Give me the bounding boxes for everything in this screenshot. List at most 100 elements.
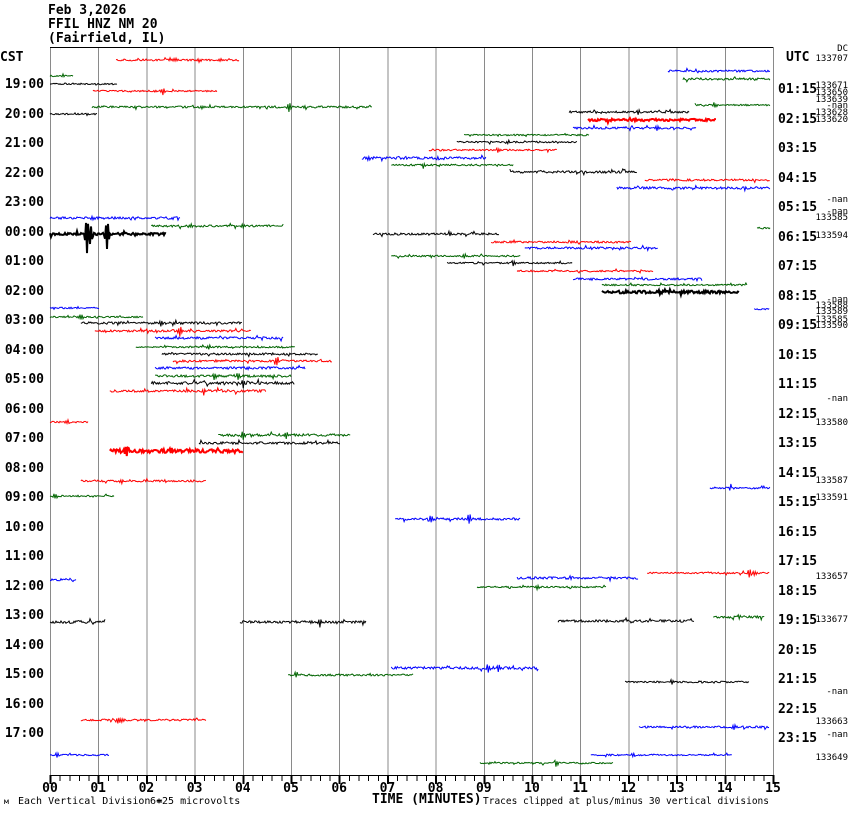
x-axis-tick-label: 06 [331, 781, 348, 796]
cst-time-label: 14:00 [4, 637, 44, 653]
trace-segment [150, 222, 284, 230]
right-axis-label: UTC [786, 50, 810, 65]
trace-segment [49, 577, 77, 583]
utc-time-label: 14:15 [778, 465, 818, 481]
trace-segment [391, 161, 514, 169]
utc-time-label: 20:15 [778, 642, 818, 658]
dc-offset-annotation: 133663 [815, 717, 848, 727]
cst-time-label: 00:00 [4, 224, 44, 240]
utc-time-label: 06:15 [778, 229, 818, 245]
trace-segment [644, 178, 770, 184]
header-station: FFIL HNZ NM 20 [48, 17, 158, 32]
header-location: (Fairfield, IL) [48, 31, 166, 46]
dc-offset-annotation: 133639 [815, 95, 848, 105]
trace-segment [80, 318, 242, 328]
x-axis-tick-label: 07 [379, 781, 396, 796]
dc-offset-annotation: -nan [826, 207, 848, 217]
utc-time-label: 08:15 [778, 288, 818, 304]
dc-offset-annotation: -nan [826, 295, 848, 305]
trace-segment [287, 670, 414, 678]
trace-segment [154, 372, 292, 381]
cst-time-label: 21:00 [4, 136, 44, 152]
utc-time-label: 18:15 [778, 583, 818, 599]
trace-segment [587, 116, 717, 126]
trace-segment [463, 132, 590, 138]
utc-time-label: 21:15 [778, 672, 818, 688]
trace-segment [456, 138, 578, 146]
trace-segment [390, 664, 539, 673]
trace-segment [150, 377, 295, 389]
dc-offset-annotation: 133590 [815, 321, 848, 331]
dc-offset-annotation: 133650 [815, 88, 848, 98]
dc-offset-annotation: 133649 [815, 753, 848, 763]
trace-segment [80, 477, 206, 486]
trace-segment [590, 751, 732, 759]
cst-time-label: 04:00 [4, 342, 44, 358]
trace-segment [638, 722, 770, 731]
trace-segment [509, 168, 637, 177]
dc-offset-annotation: 133657 [815, 572, 848, 582]
dc-offset-annotation: 133580 [815, 418, 848, 428]
utc-time-label: 11:15 [778, 377, 818, 393]
trace-segment [616, 184, 771, 193]
trace-segment [154, 364, 306, 371]
cst-time-label: 09:00 [4, 490, 44, 506]
scale-note-value: 6+25 microvolts [150, 796, 241, 807]
utc-time-label: 16:15 [778, 524, 818, 540]
cst-time-label: 03:00 [4, 313, 44, 329]
cst-time-label: 12:00 [4, 578, 44, 594]
dc-offset-annotation: 133587 [815, 476, 848, 486]
x-axis-tick-label: 12 [620, 781, 637, 796]
trace-segment [391, 252, 521, 259]
trace-segment [557, 616, 695, 624]
trace-segment [80, 716, 207, 724]
trace-segment [49, 214, 181, 222]
x-axis-tick-label: 10 [524, 781, 540, 796]
cst-time-label: 17:00 [4, 726, 44, 742]
cst-time-label: 19:00 [4, 77, 44, 92]
clip-note: Traces clipped at plus/minus 30 vertical… [483, 796, 769, 807]
trace-segment [49, 222, 167, 254]
utc-time-label: 05:15 [778, 200, 818, 216]
dc-offset-annotation: DC [837, 44, 848, 54]
trace-segment [756, 226, 771, 230]
trace-segment [109, 445, 244, 457]
dc-offset-annotation: -nan [826, 195, 848, 205]
trace-segment [572, 275, 703, 283]
x-axis-tick-label: 00 [42, 781, 58, 796]
cst-time-label: 07:00 [4, 431, 44, 447]
trace-segment [154, 334, 284, 343]
utc-time-label: 09:15 [778, 318, 818, 334]
trace-segment [682, 75, 771, 83]
trace-segment [92, 88, 218, 96]
cst-time-label: 05:00 [4, 372, 44, 388]
x-axis-tick-label: 05 [283, 781, 299, 796]
header-date: Feb 3,2026 [48, 3, 127, 18]
cst-time-label: 02:00 [4, 283, 44, 299]
trace-segment [479, 759, 614, 767]
dc-offset-annotation: 133594 [815, 231, 848, 241]
trace-segment [709, 483, 771, 491]
trace-segment [91, 103, 373, 112]
trace-segment [361, 154, 487, 163]
watermark: м [4, 797, 9, 806]
trace-segment [476, 583, 607, 592]
x-axis-tick-label: 15 [765, 781, 781, 796]
trace-segment [446, 259, 573, 267]
trace-segment [135, 343, 295, 350]
trace-segment [49, 493, 115, 500]
cst-time-label: 20:00 [4, 106, 44, 122]
trace-segment [395, 514, 521, 524]
trace-segment [218, 430, 351, 440]
trace-segment [115, 56, 240, 64]
trace-segment [94, 326, 252, 337]
cst-time-label: 10:00 [4, 519, 44, 535]
dc-offset-annotation: 133588 [815, 301, 848, 311]
dc-offset-annotation: 133628 [815, 108, 848, 118]
trace-segment [109, 386, 267, 396]
trace-segment [49, 112, 98, 117]
trace-segment [49, 751, 110, 758]
scale-note-label: Each Vertical Division = [18, 796, 163, 807]
trace-segment [713, 613, 765, 622]
utc-time-label: 12:15 [778, 406, 818, 422]
